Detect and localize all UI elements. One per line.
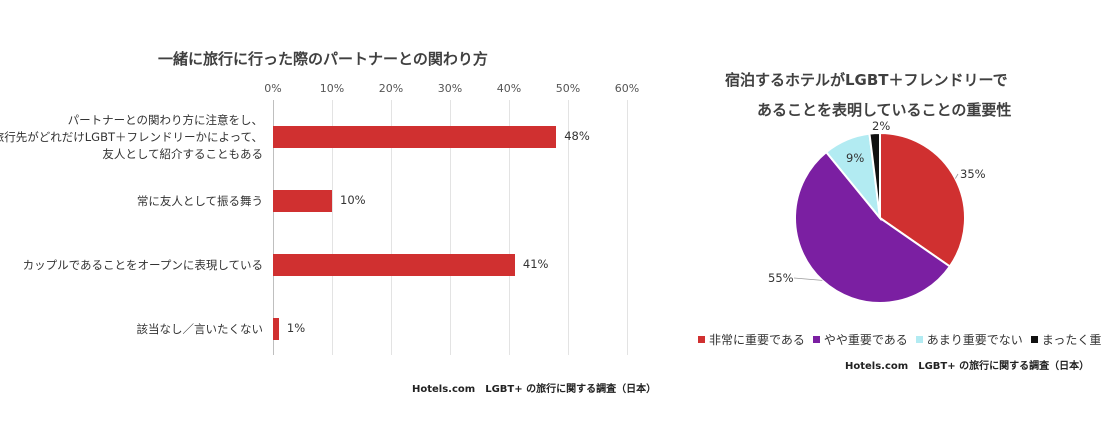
pie-slice-label: 55% [768, 271, 794, 285]
legend-swatch [698, 336, 705, 343]
pie-slice [868, 131, 881, 219]
gridline [568, 100, 569, 355]
source-note-left: Hotels.com LGBT+ の旅行に関する調査（日本） [412, 384, 657, 395]
gridline [332, 100, 333, 355]
x-tick-label: 30% [437, 82, 463, 95]
legend-item: やや重要である [812, 331, 908, 348]
pie-chart: 35% 55% 9% 2% [768, 119, 986, 304]
category-label-line: カップルであることをオープンに表現している [22, 257, 263, 272]
bar [273, 254, 515, 276]
x-tick-label: 50% [555, 82, 581, 95]
category-label-line: 旅行先がどれだけLGBT＋フレンドリーかによって、 [0, 129, 263, 144]
category-label: カップルであることをオープンに表現している [23, 257, 263, 274]
pie-title-line-2: あることを表明していることの重要性 [757, 101, 1012, 119]
bar-value-label: 41% [522, 257, 549, 271]
bar-chart-title: 一緒に旅行に行った際のパートナーとの関わり方 [158, 50, 488, 68]
pie-slice [794, 150, 952, 304]
bar [273, 318, 279, 340]
category-label-line: 常に友人として振る舞う [136, 193, 263, 208]
category-label-line: パートナーとの関わり方に注意をし、 [67, 112, 263, 127]
bar-value-label: 10% [340, 193, 366, 207]
gridline [627, 100, 628, 355]
gridline [273, 100, 274, 355]
category-label-line: 該当なし／言いたくない [136, 321, 264, 336]
category-label: 該当なし／言いたくない [137, 321, 264, 338]
pie-slice-label: 35% [960, 167, 986, 181]
x-tick-label: 40% [496, 82, 522, 95]
legend-swatch [1030, 336, 1038, 343]
pie-legend: 非常に重要である やや重要である あまり重要でない まったく重要でない [698, 331, 1102, 348]
gridline [509, 100, 510, 355]
gridline [391, 100, 392, 355]
category-label-line: 友人として紹介することもある [102, 146, 263, 161]
pie-slice [879, 131, 966, 268]
pie-slice-label: 9% [846, 151, 864, 165]
bar [273, 190, 332, 212]
legend-label: やや重要である [823, 333, 908, 347]
pie-title-line-1: 宿泊するホテルがLGBT＋フレンドリーで [725, 71, 1008, 89]
leader-line [954, 173, 959, 179]
x-tick-label: 10% [319, 82, 345, 95]
legend-item: あまり重要でない [915, 331, 1023, 348]
bar-value-label: 48% [564, 129, 590, 143]
legend-label: まったく重要でない [1041, 333, 1102, 347]
bar [273, 126, 557, 148]
legend-swatch [915, 336, 923, 343]
x-tick-label: 60% [614, 82, 640, 95]
leader-line [793, 277, 823, 281]
legend-swatch [812, 336, 820, 343]
bar-value-label: 1% [286, 321, 306, 335]
category-label: パートナーとの関わり方に注意をし、旅行先がどれだけLGBT＋フレンドリーかによっ… [0, 112, 263, 163]
legend-item: まったく重要でない [1030, 331, 1102, 348]
legend-label: 非常に重要である [709, 333, 805, 347]
legend-item: 非常に重要である [698, 331, 805, 348]
pie-slice-label: 2% [872, 119, 890, 133]
legend-label: あまり重要でない [926, 333, 1023, 347]
x-tick-label: 20% [378, 82, 404, 95]
source-note-right: Hotels.com LGBT+ の旅行に関する調査（日本） [845, 361, 1090, 372]
category-label: 常に友人として振る舞う [137, 193, 263, 210]
gridline [450, 100, 451, 355]
x-tick-label: 0% [264, 82, 282, 95]
